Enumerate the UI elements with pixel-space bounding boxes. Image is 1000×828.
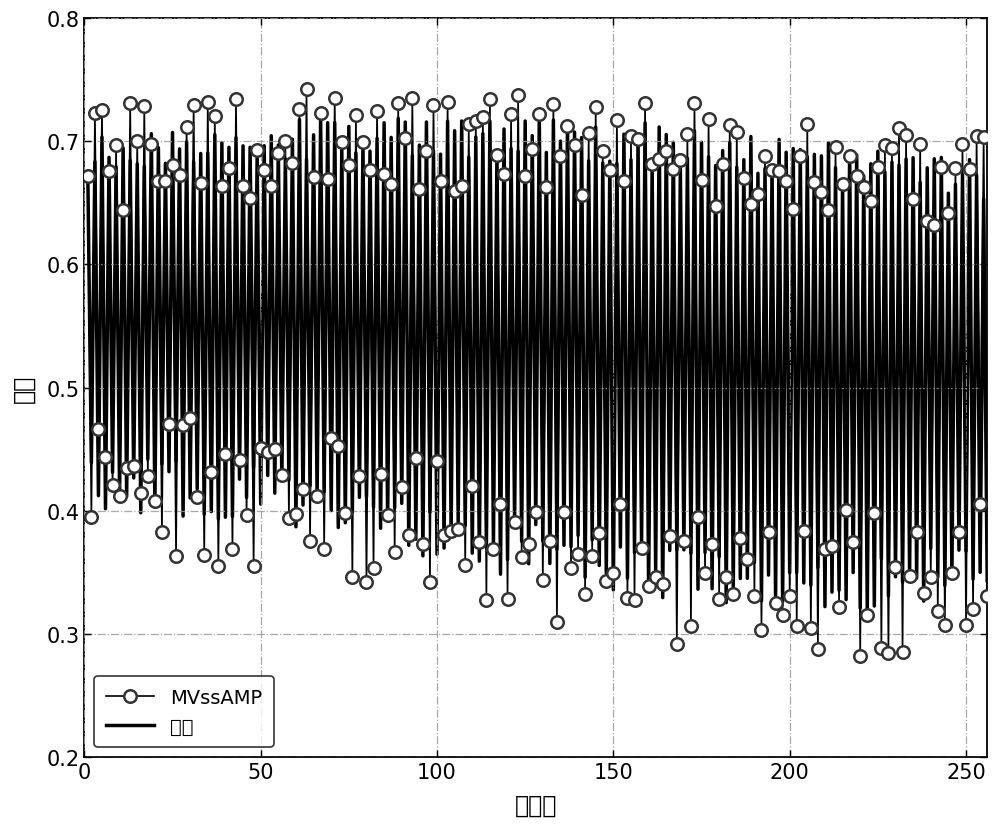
Y-axis label: 幅度: 幅度 bbox=[11, 374, 35, 402]
实际 bbox=[413, 141, 425, 151]
MVssAMP bbox=[477, 113, 489, 123]
实际 bbox=[424, 508, 436, 518]
实际 bbox=[861, 606, 873, 616]
实际 bbox=[815, 152, 827, 161]
X-axis label: 采样数: 采样数 bbox=[515, 793, 557, 817]
MVssAMP bbox=[530, 508, 542, 518]
MVssAMP bbox=[368, 563, 380, 573]
实际 bbox=[473, 556, 485, 566]
MVssAMP bbox=[82, 171, 94, 181]
实际 bbox=[533, 113, 545, 123]
MVssAMP bbox=[301, 84, 313, 94]
Line: 实际: 实际 bbox=[88, 118, 987, 611]
实际 bbox=[82, 175, 94, 185]
MVssAMP bbox=[981, 591, 993, 601]
MVssAMP bbox=[854, 652, 866, 662]
MVssAMP bbox=[427, 101, 439, 111]
实际 bbox=[526, 132, 538, 142]
Line: MVssAMP: MVssAMP bbox=[82, 84, 993, 663]
实际 bbox=[364, 147, 376, 157]
Legend: MVssAMP, 实际: MVssAMP, 实际 bbox=[94, 676, 274, 748]
实际 bbox=[981, 576, 993, 586]
MVssAMP bbox=[417, 539, 429, 549]
MVssAMP bbox=[815, 187, 827, 197]
